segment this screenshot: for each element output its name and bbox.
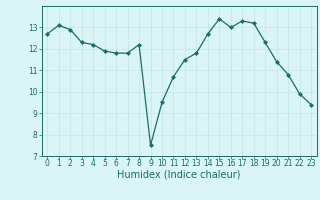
X-axis label: Humidex (Indice chaleur): Humidex (Indice chaleur) — [117, 170, 241, 180]
